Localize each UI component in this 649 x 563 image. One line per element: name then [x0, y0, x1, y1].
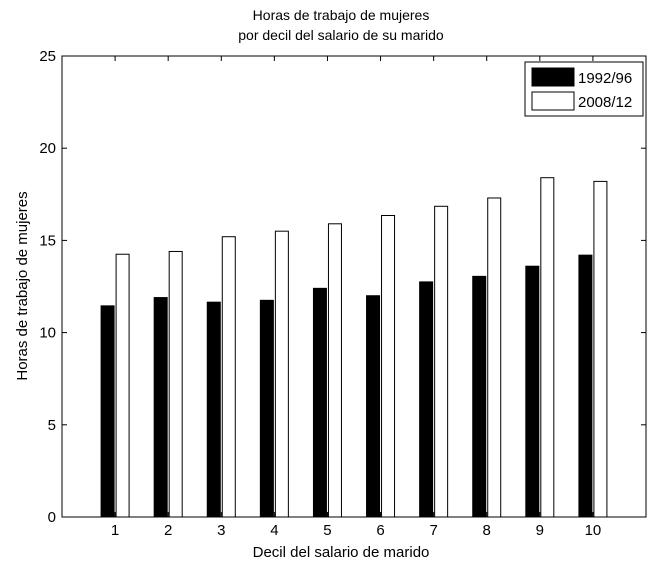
x-axis-label: Decil del salario de marido: [253, 544, 430, 561]
legend-label-1992-96: 1992/96: [578, 70, 632, 87]
bar-2008-12-decil-3: [221, 236, 236, 518]
bar-1992-96-decil-1: [100, 305, 115, 518]
y-tick-label: 15: [39, 232, 56, 249]
bar-2008-12-decil-9: [540, 177, 555, 518]
bar-2008-12-decil-7: [434, 205, 449, 518]
x-tick-label: 3: [217, 522, 225, 539]
x-tick-label: 9: [536, 522, 544, 539]
plot-area: [100, 177, 608, 518]
bar-1992-96-decil-9: [525, 265, 540, 518]
bar-1992-96-decil-3: [206, 301, 221, 518]
x-tick-label: 1: [111, 522, 119, 539]
bar-2008-12-decil-6: [381, 215, 396, 518]
bar-2008-12-decil-5: [327, 223, 342, 518]
y-axis-ticks: 0 5 10 15 20 25: [39, 48, 646, 526]
bar-2008-12-decil-10: [593, 180, 608, 518]
bar-1992-96-decil-6: [366, 295, 381, 518]
bar-2008-12-decil-2: [168, 250, 183, 518]
y-tick-label: 5: [48, 417, 56, 434]
bar-2008-12-decil-8: [487, 197, 502, 518]
x-tick-label: 5: [323, 522, 331, 539]
legend-swatch-2008-12: [531, 91, 575, 111]
legend: 1992/96 2008/12: [524, 61, 644, 117]
bar-1992-96-decil-5: [312, 287, 327, 518]
x-tick-label: 6: [376, 522, 384, 539]
x-tick-label: 2: [164, 522, 172, 539]
x-tick-label: 8: [483, 522, 491, 539]
plot-frame: [61, 55, 647, 518]
y-tick-label: 10: [39, 325, 56, 342]
legend-swatch-1992-96: [531, 67, 575, 87]
x-tick-label: 7: [429, 522, 437, 539]
y-axis-label: Horas de trabajo de mujeres: [14, 191, 31, 380]
bar-2008-12-decil-1: [115, 253, 130, 518]
x-tick-label: 10: [585, 522, 602, 539]
y-tick-label: 20: [39, 140, 56, 157]
x-tick-label: 4: [270, 522, 278, 539]
bar-1992-96-decil-7: [419, 281, 434, 518]
y-tick-label: 0: [48, 509, 56, 526]
bar-1992-96-decil-2: [153, 297, 168, 518]
y-tick-label: 25: [39, 48, 56, 65]
bar-1992-96-decil-8: [472, 275, 487, 518]
bar-1992-96-decil-10: [578, 254, 593, 518]
chart-title-line-1: Horas de trabajo de mujeres: [253, 7, 430, 23]
legend-label-2008-12: 2008/12: [578, 94, 632, 111]
bar-1992-96-decil-4: [259, 299, 274, 518]
x-axis-ticks: 1 2 3 4 5 6 7 8 9 10: [111, 56, 601, 539]
bar-2008-12-decil-4: [274, 230, 289, 518]
chart-title-line-2: por decil del salario de su marido: [238, 27, 444, 43]
